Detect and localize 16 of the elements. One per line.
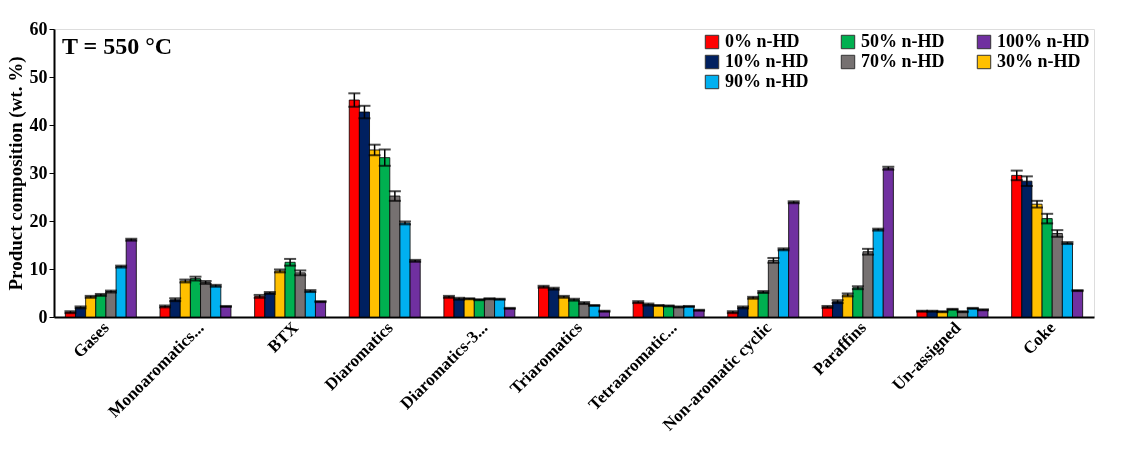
legend-label: 90% n-HD — [725, 71, 809, 91]
legend-label: 10% n-HD — [725, 51, 809, 71]
legend-label: 0% n-HD — [725, 31, 800, 51]
legend-label: 30% n-HD — [997, 51, 1081, 71]
y-tick-label: 60 — [29, 18, 48, 39]
y-tick-label: 30 — [29, 162, 48, 183]
y-tick-label: 50 — [29, 66, 48, 87]
y-axis-title: Product composition (wt. %) — [4, 56, 27, 291]
legend-label: 70% n-HD — [861, 51, 945, 71]
annotation: T = 550 °C — [62, 33, 173, 59]
y-tick-label: 0 — [38, 306, 48, 327]
y-tick-label: 20 — [29, 210, 48, 231]
legend-label: 100% n-HD — [997, 31, 1090, 51]
legend-label: 50% n-HD — [861, 31, 945, 51]
y-tick-label: 10 — [29, 258, 48, 279]
y-tick-label: 40 — [29, 114, 48, 135]
